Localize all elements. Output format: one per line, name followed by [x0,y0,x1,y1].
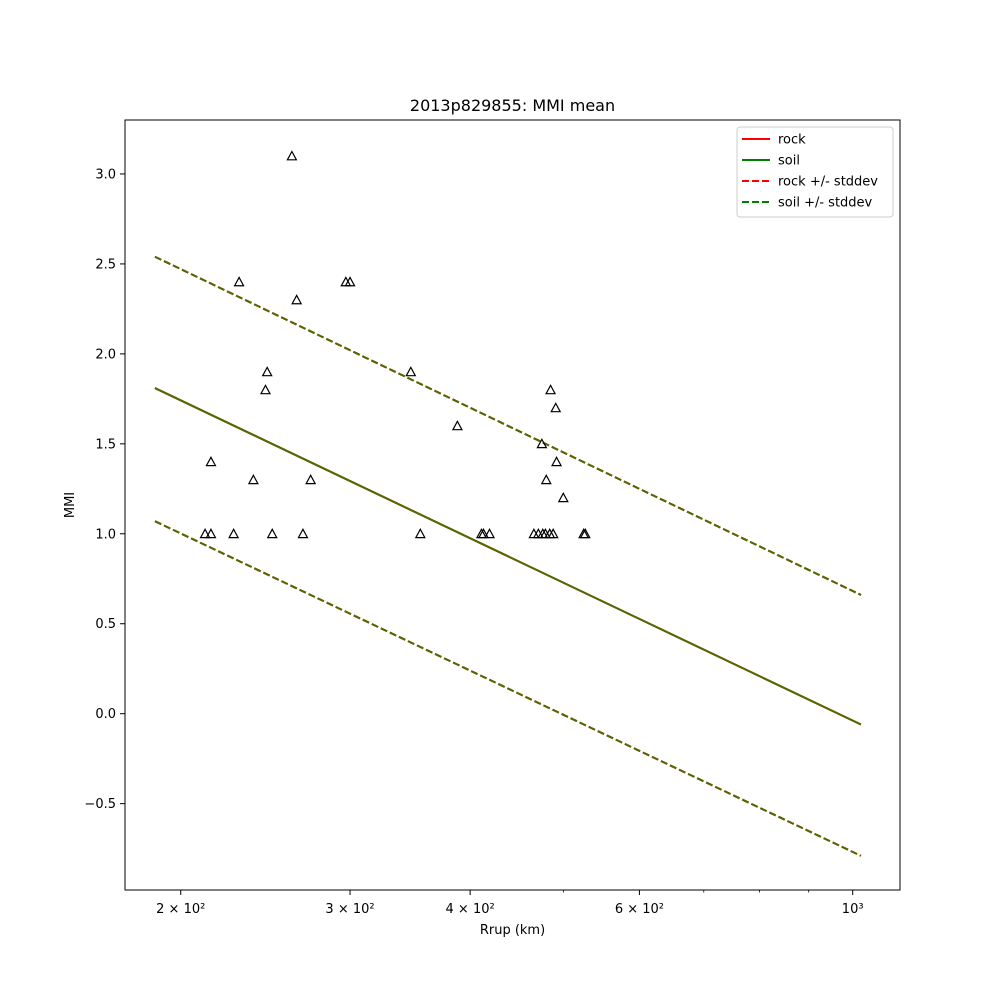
legend: rock soil rock +/- stddev soil +/- stddev [736,126,894,218]
data-point [405,366,417,377]
series-line-4 [154,255,862,596]
y-tick-label: 1.0 [95,527,116,542]
data-point [228,528,240,539]
y-tick-label: 2.5 [95,257,116,272]
x-tick-label: 2 × 10² [156,902,205,917]
data-point [547,528,559,539]
y-tick-label: 3.0 [95,167,116,182]
data-point [291,294,303,305]
data-point [305,474,317,485]
x-tick-label: 6 × 10² [615,902,664,917]
data-point [579,528,591,539]
data-point [259,384,271,395]
series-line-3 [154,387,862,726]
y-axis-title: MMI [63,492,78,518]
legend-label: soil +/- stddev [778,196,873,211]
data-point [551,456,563,467]
data-point [344,276,356,287]
data-point [205,528,217,539]
data-point [414,528,426,539]
data-point [550,402,562,413]
x-tick-label: 3 × 10² [325,902,374,917]
data-point [451,420,463,431]
axes: 2 × 10² 3 × 10² 4 × 10² 6 × 10² 10³ −0.5 0.0 0.… [84,119,901,917]
legend-label: soil [778,154,800,169]
axes-frame [124,119,901,891]
data-point [536,438,548,449]
legend-label: rock +/- stddev [778,175,878,190]
y-tick-label: 1.5 [95,437,116,452]
plot-area [154,150,862,857]
data-point [233,276,245,287]
y-tick-label: 0.0 [95,707,116,722]
series-line-5 [154,520,862,857]
legend-box [736,126,894,218]
data-point [286,150,298,161]
x-axis-title: Rrup (km) [480,923,545,938]
data-point [557,492,569,503]
x-tick-label: 4 × 10² [446,902,495,917]
y-tick-label: 2.0 [95,347,116,362]
data-point [477,528,489,539]
data-point [484,528,496,539]
y-tick-label: 0.5 [95,617,116,632]
chart-title: 2013p829855: MMI mean [410,96,615,115]
y-tick-label: −0.5 [84,797,116,812]
data-point [540,474,552,485]
x-tick-label: 10³ [842,902,864,917]
data-point [545,384,557,395]
data-point [266,528,278,539]
data-point [247,474,259,485]
data-point [297,528,309,539]
data-point [205,456,217,467]
data-point [261,366,273,377]
legend-label: rock [778,133,806,148]
data-point [199,528,211,539]
